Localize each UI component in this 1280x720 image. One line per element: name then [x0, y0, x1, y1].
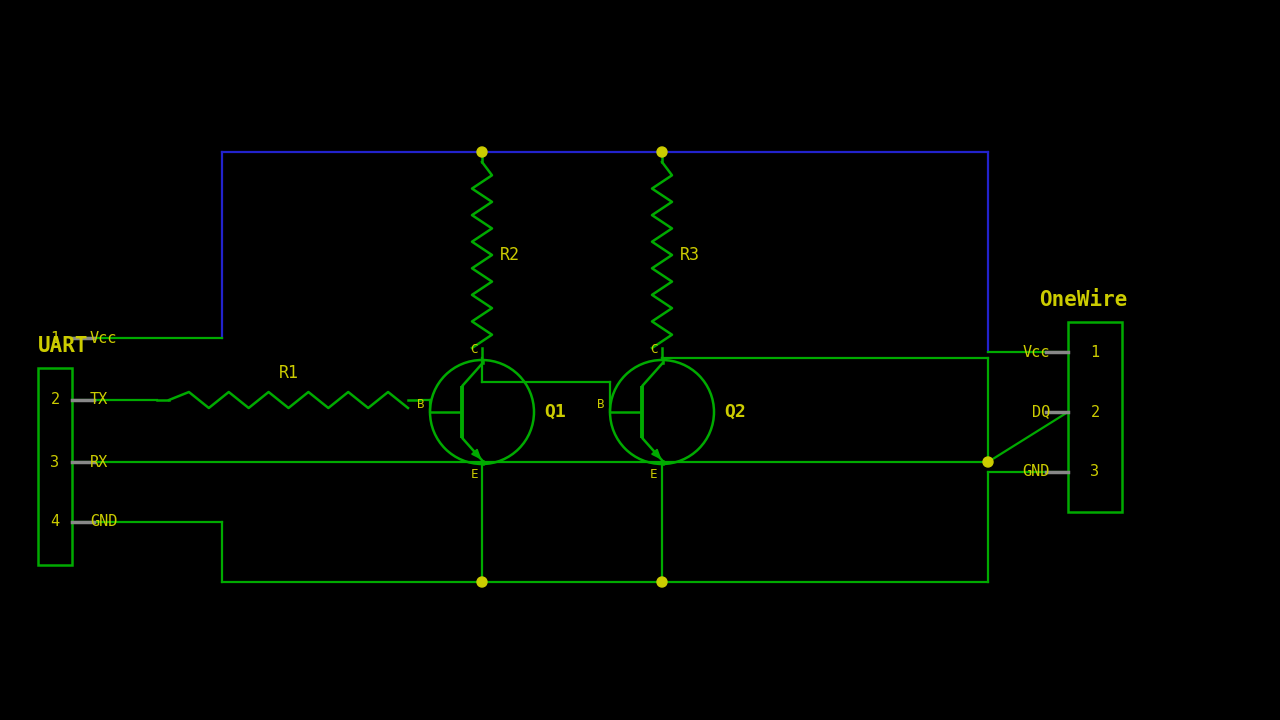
Text: R1: R1 — [279, 364, 298, 382]
Text: Vcc: Vcc — [90, 330, 118, 346]
Text: DQ: DQ — [1032, 405, 1050, 420]
Text: 2: 2 — [1091, 405, 1100, 420]
Text: RX: RX — [90, 454, 109, 469]
Text: R3: R3 — [680, 246, 700, 264]
Circle shape — [657, 577, 667, 587]
Text: E: E — [470, 468, 477, 481]
Text: Vcc: Vcc — [1023, 344, 1050, 359]
Circle shape — [477, 577, 486, 587]
Text: C: C — [470, 343, 477, 356]
Text: Q1: Q1 — [544, 403, 566, 421]
Text: UART: UART — [38, 336, 88, 356]
Circle shape — [657, 147, 667, 157]
Polygon shape — [652, 449, 660, 459]
Text: 1: 1 — [50, 330, 60, 346]
Text: 3: 3 — [50, 454, 60, 469]
Text: B: B — [416, 397, 424, 410]
Text: GND: GND — [1023, 464, 1050, 480]
Circle shape — [477, 147, 486, 157]
Text: E: E — [650, 468, 658, 481]
Polygon shape — [472, 449, 480, 459]
Text: C: C — [650, 343, 658, 356]
Text: 1: 1 — [1091, 344, 1100, 359]
Text: TX: TX — [90, 392, 109, 408]
Circle shape — [983, 457, 993, 467]
Text: GND: GND — [90, 515, 118, 529]
Text: R2: R2 — [500, 246, 520, 264]
Text: OneWire: OneWire — [1038, 290, 1126, 310]
Text: B: B — [596, 397, 604, 410]
Text: 2: 2 — [50, 392, 60, 408]
Bar — [38, 368, 72, 565]
Bar — [1068, 322, 1123, 512]
Text: Q2: Q2 — [724, 403, 746, 421]
Text: 3: 3 — [1091, 464, 1100, 480]
Text: 4: 4 — [50, 515, 60, 529]
